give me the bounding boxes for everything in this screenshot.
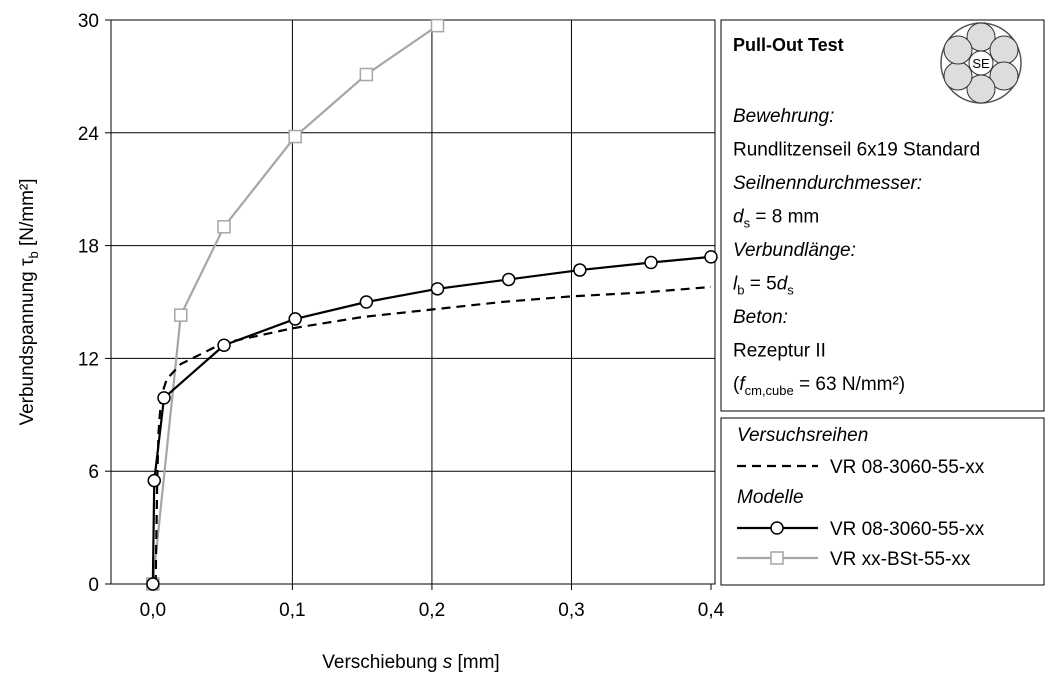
legend-marker [770,521,784,535]
y-tick-label: 18 [78,237,99,258]
text-part: cm,cube [745,383,794,398]
legend-group: Versuchsreihen [737,425,868,446]
y-tick-label: 30 [78,11,99,32]
marker [146,577,160,591]
info-line: (fcm,cube = 63 N/mm²) [733,374,905,398]
text-part: l [733,274,738,295]
strand [989,35,1019,65]
series-line [151,24,439,584]
text-part: = 63 N/mm²) [794,374,905,395]
y-tick-label: 6 [88,462,99,483]
x-tick-label: 0,1 [279,600,305,621]
text-part: Beton: [733,307,788,328]
marker [704,250,718,264]
legend-marker [770,551,784,565]
core [968,50,994,76]
text-part: = 5 [744,274,776,295]
info-box [720,19,1045,412]
info-line: Verbundlänge: [733,240,856,261]
legend-label: VR xx-BSt-55-xx [830,549,971,570]
marker [430,282,445,296]
plot-frame [110,19,716,585]
info-line: Seilnenndurchmesser: [733,173,922,194]
legend-group: Modelle [737,487,804,508]
y-tick-label: 24 [78,124,100,145]
info-line: lb = 5ds [733,274,794,298]
strand [989,61,1019,91]
series-line [154,285,712,584]
text-part: s [744,216,751,231]
info-line: Rundlitzenseil 6x19 Standard [733,140,980,161]
text-part: Seilnenndurchmesser: [733,173,922,194]
text-part: = 8 mm [750,207,819,228]
text-part: b [737,283,744,298]
info-title: Pull-Out Test [733,35,844,55]
rope-icon: SE [940,22,1022,104]
text-part: Rundlitzenseil 6x19 Standard [733,140,980,161]
x-tick-label: 0,3 [558,600,584,621]
marker [644,255,658,270]
text-part: Verschiebung [322,652,442,673]
text-part: Rezeptur II [733,341,826,362]
text-part: f [739,374,746,395]
text-part: d [777,274,789,295]
x-axis-title: Verschiebung s [mm] [322,652,499,673]
strand [943,61,973,91]
text-part: s [443,652,453,673]
marker [157,391,171,405]
info-line: Bewehrung: [733,106,834,127]
marker [174,308,188,322]
icon-label: SE [972,56,990,71]
marker [217,338,231,352]
marker [217,220,231,234]
legend-box [720,417,1045,586]
text-part: b [26,251,41,258]
info-line: Beton: [733,307,788,328]
x-tick-label: 0,4 [698,600,725,621]
marker [573,263,587,277]
text-part: [N/mm²] [17,178,38,251]
info-line: ds = 8 mm [733,207,819,231]
text-part: ( [733,374,740,395]
x-tick-label: 0,2 [419,600,445,621]
marker [288,129,302,144]
y-axis-title: Verbundspannung τb [N/mm²] [17,178,41,425]
text-part: Verbundspannung τ [17,258,38,426]
marker [359,295,374,309]
marker [430,18,445,33]
text-part: s [787,283,794,298]
y-tick-label: 12 [78,349,99,370]
text-part: d [733,207,745,228]
strand [943,35,973,65]
marker [501,272,516,287]
text-part: [mm] [452,652,500,673]
text-part: Verbundlänge: [733,240,856,261]
info-line: Rezeptur II [733,341,826,362]
legend-label: VR 08-3060-55-xx [830,457,985,478]
marker [288,312,302,326]
text-part: Bewehrung: [733,106,834,127]
x-tick-label: 0,0 [140,600,166,621]
legend-label: VR 08-3060-55-xx [830,519,985,540]
y-tick-label: 0 [88,575,99,596]
marker [359,67,374,82]
marker [147,473,162,488]
